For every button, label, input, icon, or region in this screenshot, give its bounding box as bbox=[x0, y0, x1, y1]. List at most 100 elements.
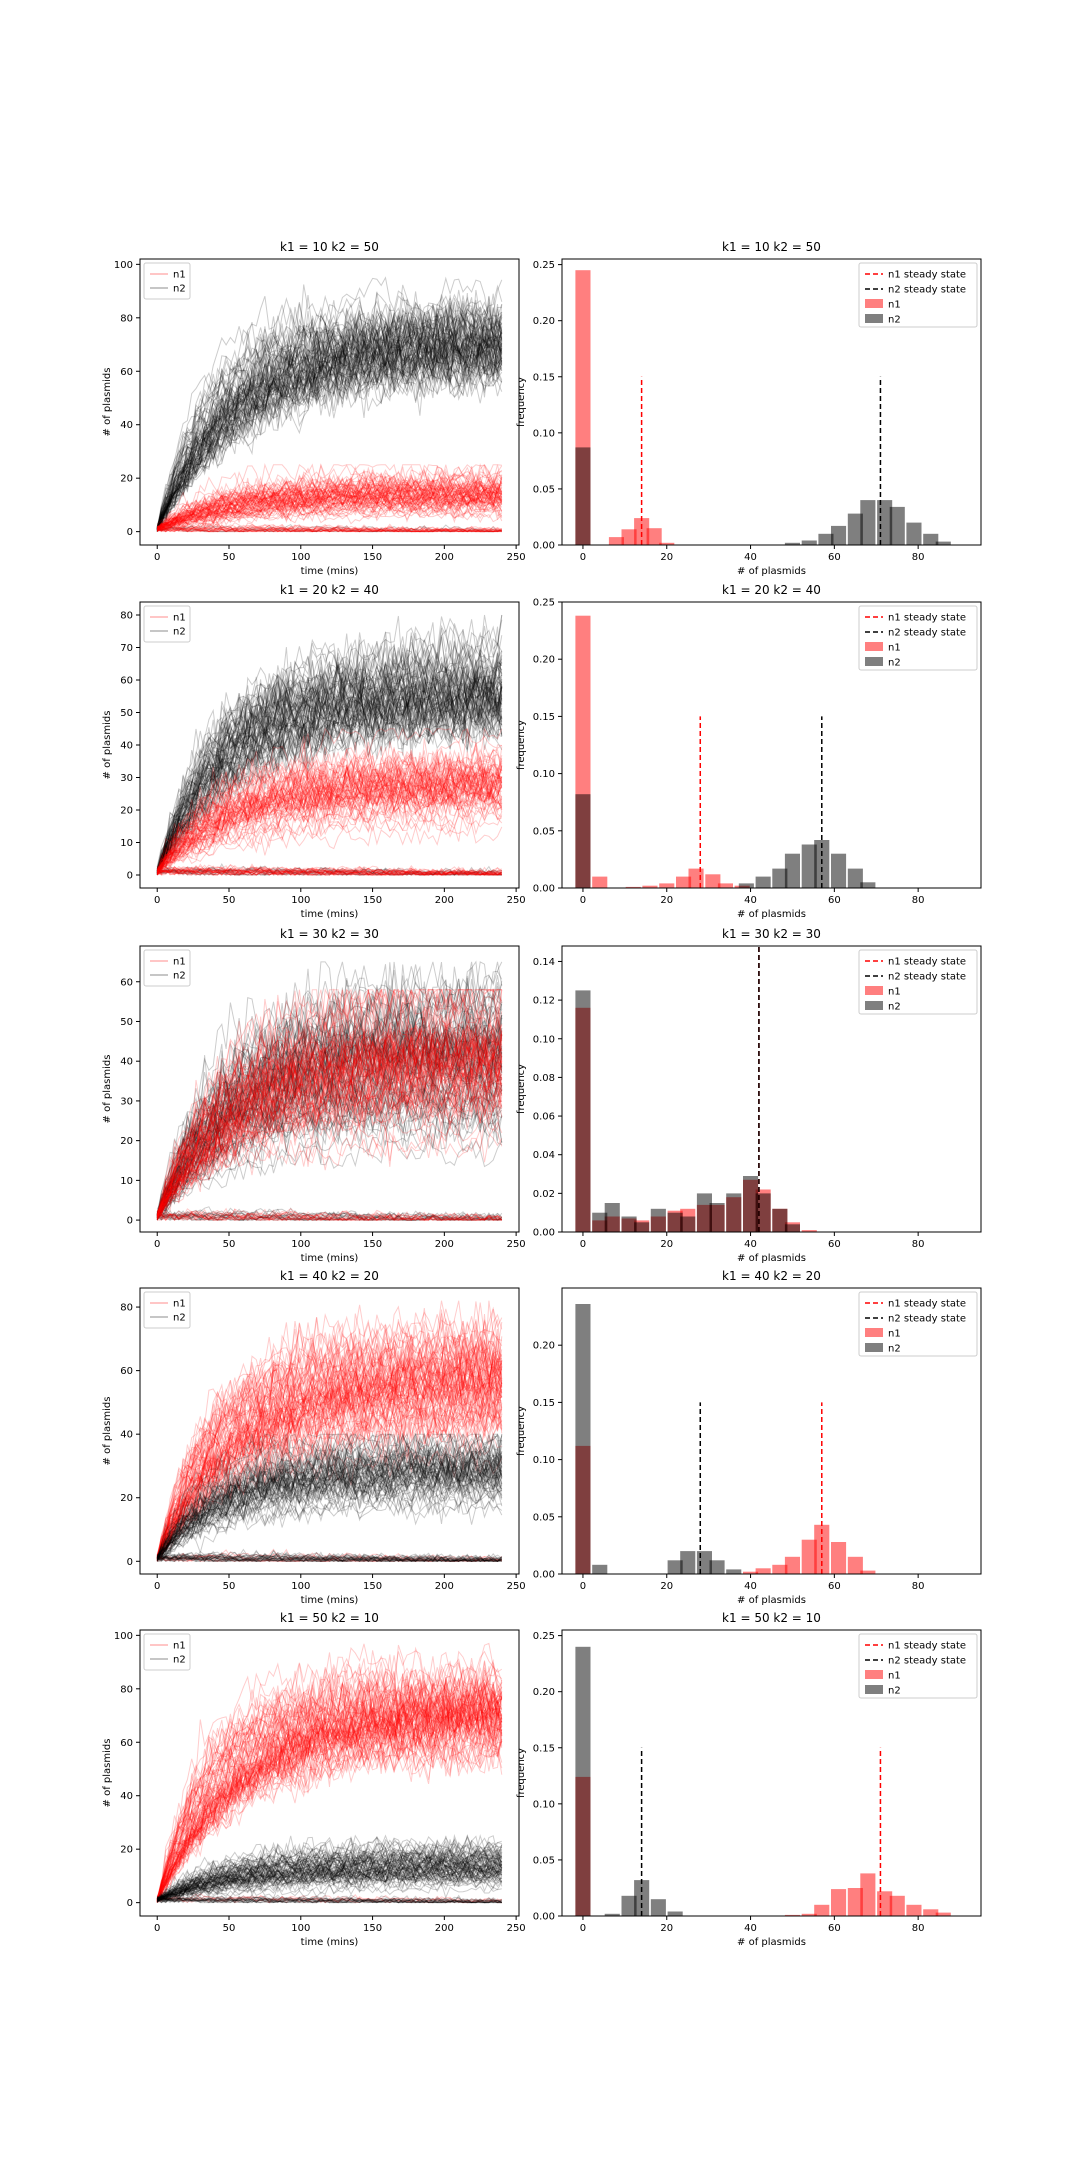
trajectory-n2 bbox=[156, 687, 503, 875]
trajectory-n2 bbox=[156, 682, 503, 873]
trajectory-n2 bbox=[156, 1008, 503, 1219]
y-tick-label: 40 bbox=[120, 1430, 133, 1441]
trajectory-n2 bbox=[156, 1467, 503, 1559]
trajectory-n2 bbox=[156, 313, 503, 530]
trajectory-n2 bbox=[157, 1555, 502, 1562]
trajectory-n2 bbox=[156, 659, 503, 875]
trajectory-n1 bbox=[157, 770, 503, 870]
y-tick-label: 40 bbox=[120, 1057, 133, 1068]
trajectory-n2 bbox=[156, 1452, 503, 1558]
legend-label: n1 bbox=[888, 643, 901, 654]
trajectory-n2 bbox=[156, 345, 503, 530]
trajectory-n1 bbox=[156, 1366, 503, 1560]
trajectory-n1 bbox=[156, 464, 502, 529]
trajectory-n1 bbox=[156, 1700, 503, 1900]
trajectory-n1 bbox=[156, 1012, 503, 1221]
trajectory-n1 bbox=[156, 865, 503, 876]
trajectory-n2 bbox=[156, 342, 503, 529]
trajectory-n1 bbox=[156, 477, 503, 533]
trajectory-n1 bbox=[157, 1552, 503, 1562]
trajectory-n1 bbox=[156, 1894, 502, 1904]
trajectory-n1 bbox=[157, 865, 502, 876]
trajectory-n2 bbox=[156, 1461, 503, 1559]
legend-swatch-n2 bbox=[865, 1001, 883, 1010]
trajectory-n1 bbox=[156, 1677, 503, 1902]
trajectory-n2 bbox=[156, 1466, 503, 1559]
trajectory-n2 bbox=[156, 688, 503, 874]
y-tick-label: 20 bbox=[120, 1493, 133, 1504]
trajectory-n2 bbox=[156, 642, 503, 874]
trajectory-n2 bbox=[156, 1833, 503, 1903]
trajectory-n2 bbox=[156, 1552, 503, 1563]
histogram-bar-n2 bbox=[860, 500, 876, 545]
trajectory-n1 bbox=[156, 482, 503, 530]
trajectory-n1 bbox=[157, 476, 503, 530]
trajectory-n1 bbox=[157, 524, 502, 533]
trajectory-n1 bbox=[157, 499, 503, 529]
trajectory-n1 bbox=[156, 1300, 503, 1557]
trajectory-n2 bbox=[156, 868, 502, 876]
x-tick-label: 0 bbox=[580, 1923, 586, 1934]
trajectory-n2 bbox=[156, 297, 503, 528]
trajectory-n1 bbox=[156, 1019, 502, 1214]
trajectory-n1 bbox=[156, 785, 503, 873]
trajectory-n1 bbox=[156, 1015, 503, 1216]
trajectory-n2 bbox=[157, 1208, 503, 1221]
trajectory-n2 bbox=[156, 962, 503, 1215]
trajectory-n2 bbox=[157, 1861, 503, 1901]
histogram-bar-n1 bbox=[860, 1873, 876, 1916]
trajectory-n2 bbox=[156, 327, 503, 530]
trajectory-n2 bbox=[156, 671, 503, 872]
trajectory-n1 bbox=[157, 481, 503, 530]
histogram-bar-n2 bbox=[784, 853, 800, 888]
trajectory-n1 bbox=[156, 1402, 503, 1559]
trajectory-n1 bbox=[157, 494, 503, 530]
trajectory-n2 bbox=[156, 1007, 503, 1215]
trajectory-n1 bbox=[156, 1684, 503, 1902]
trajectory-n2 bbox=[156, 1477, 503, 1561]
trajectory-n2 bbox=[156, 1895, 502, 1904]
legend-label: n1 bbox=[173, 957, 186, 968]
trajectory-n2 bbox=[156, 1867, 503, 1901]
x-tick-label: 150 bbox=[363, 1239, 382, 1250]
trajectory-n2 bbox=[157, 1896, 502, 1904]
trajectory-n2 bbox=[156, 293, 503, 531]
trajectory-n1 bbox=[156, 1055, 502, 1215]
trajectory-n1 bbox=[157, 1680, 503, 1896]
trajectory-n2 bbox=[156, 1442, 503, 1558]
trajectory-n2 bbox=[156, 1061, 503, 1221]
legend-box bbox=[858, 262, 978, 328]
trajectory-n1 bbox=[156, 1338, 502, 1555]
trajectory-n2 bbox=[156, 316, 503, 529]
trajectory-n2 bbox=[156, 987, 503, 1214]
y-tick-label: 0.02 bbox=[533, 1189, 555, 1200]
trajectory-n2 bbox=[157, 1855, 502, 1900]
y-tick-label: 0.14 bbox=[533, 957, 555, 968]
trajectory-n2 bbox=[156, 661, 503, 876]
y-tick-label: 0 bbox=[127, 527, 133, 538]
y-tick-label: 0.08 bbox=[533, 1073, 555, 1084]
trajectory-n1 bbox=[156, 1334, 502, 1559]
histogram-bar-n1 bbox=[935, 1912, 951, 1916]
trajectory-n2 bbox=[156, 301, 503, 532]
trajectory-n2 bbox=[156, 1860, 503, 1903]
trajectory-n1 bbox=[156, 1551, 502, 1563]
y-axis-label: frequency bbox=[516, 1064, 527, 1114]
trajectory-n2 bbox=[157, 329, 503, 527]
trajectory-n2 bbox=[156, 1443, 503, 1560]
trajectory-n2 bbox=[156, 1444, 503, 1559]
trajectory-n2 bbox=[156, 1462, 503, 1562]
trajectory-n2 bbox=[156, 1449, 503, 1561]
x-tick-label: 100 bbox=[291, 1581, 310, 1592]
y-tick-label: 20 bbox=[120, 1845, 133, 1856]
trajectory-n1 bbox=[157, 1683, 503, 1898]
trajectory-n2 bbox=[156, 1848, 503, 1903]
trajectory-n1 bbox=[156, 1401, 503, 1562]
trajectory-n1 bbox=[156, 988, 503, 1221]
trajectory-n1 bbox=[156, 1682, 503, 1897]
trajectory-n1 bbox=[156, 1677, 503, 1900]
trajectory-n2 bbox=[156, 683, 503, 872]
x-tick-label: 40 bbox=[744, 552, 757, 563]
trajectory-n2 bbox=[156, 657, 503, 873]
trajectory-n2 bbox=[156, 961, 503, 1217]
